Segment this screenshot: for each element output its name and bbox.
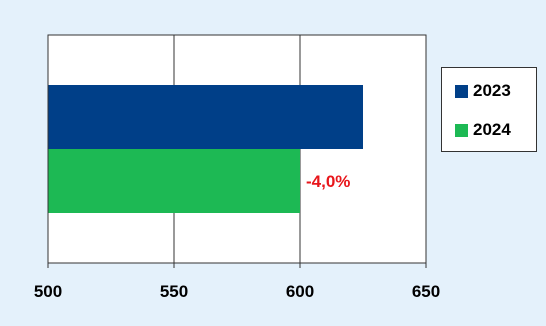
x-axis: 500 550 600 650 (34, 263, 440, 301)
x-tick-label-550: 550 (160, 282, 188, 301)
bars (48, 85, 363, 213)
legend-swatch-2023 (455, 84, 468, 98)
bar-2023 (48, 85, 363, 149)
bar-2024 (48, 149, 300, 213)
x-tick-label-500: 500 (34, 282, 62, 301)
plot-border (47, 34, 427, 264)
legend: 2023 2024 (441, 67, 537, 152)
legend-item-2023: 2023 (455, 81, 511, 101)
x-tick-label-600: 600 (286, 282, 314, 301)
x-tick-label-650: 650 (412, 282, 440, 301)
change-annotation: -4,0% (306, 172, 350, 191)
legend-swatch-2024 (455, 123, 468, 137)
legend-label-2023: 2023 (473, 81, 511, 100)
legend-item-2024: 2024 (455, 120, 511, 140)
legend-label-2024: 2024 (473, 120, 511, 139)
